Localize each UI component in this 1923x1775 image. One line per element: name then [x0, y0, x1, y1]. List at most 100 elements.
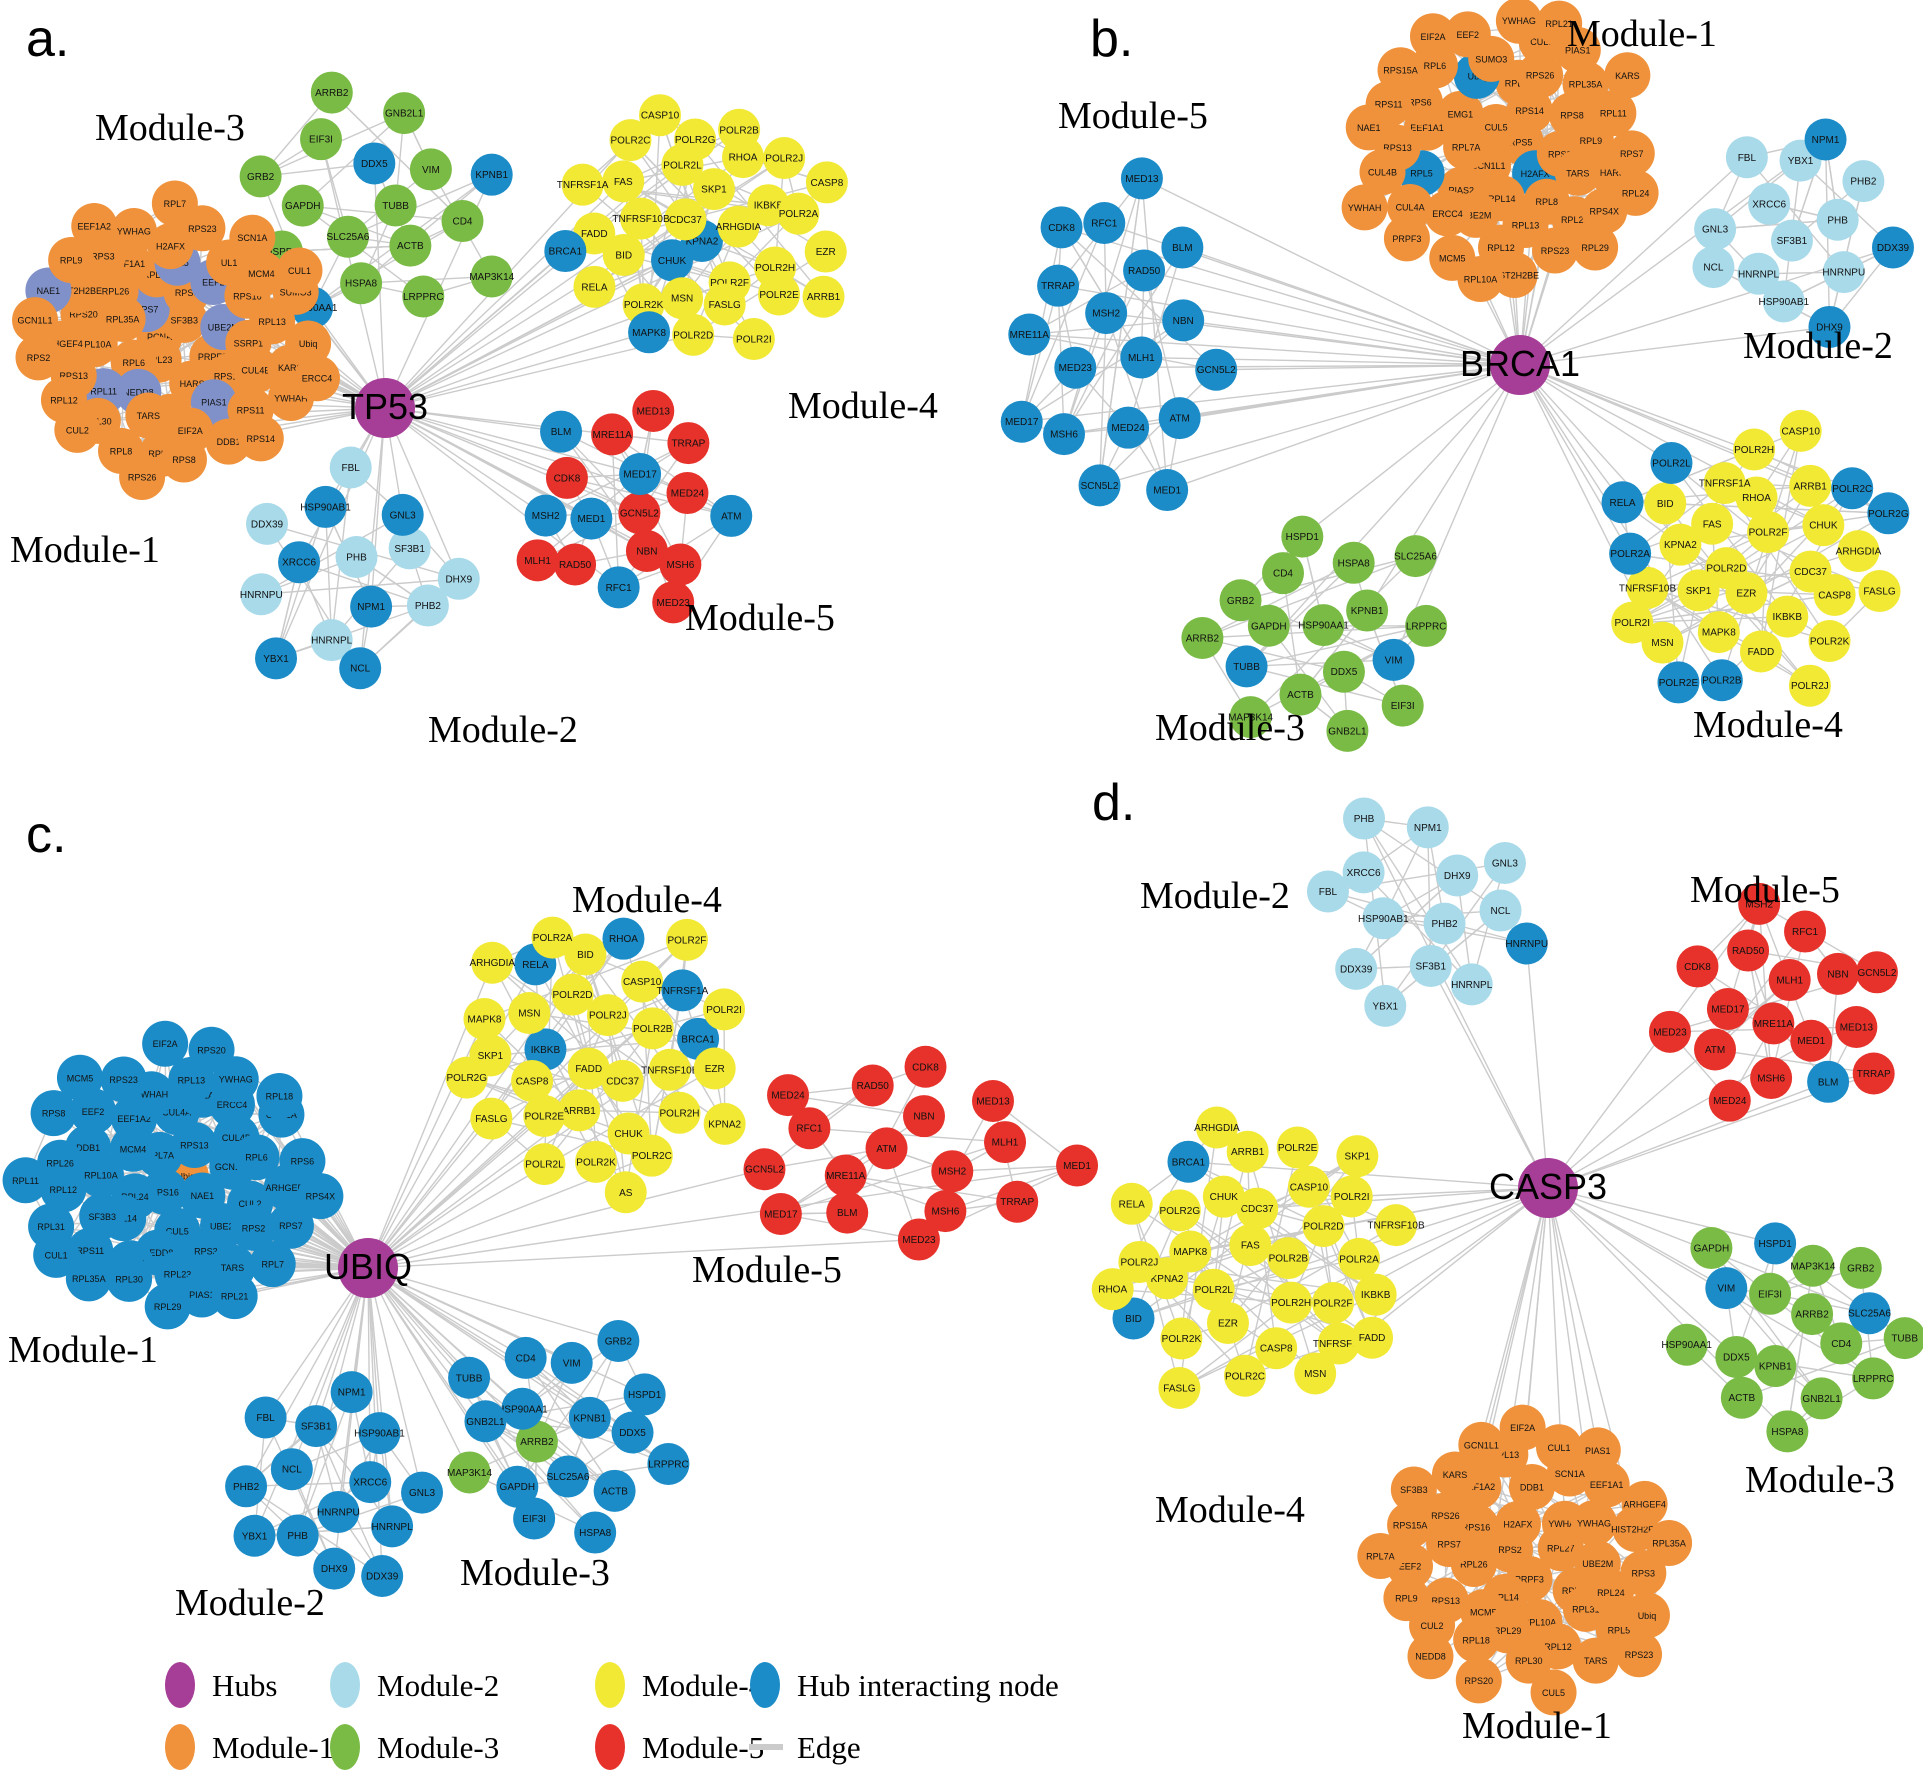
node-circle-EIF3I[interactable]	[513, 1497, 556, 1540]
node-circle-RPS14[interactable]	[237, 415, 284, 462]
node-MED23[interactable]: MED23	[1648, 1010, 1691, 1053]
node-circle-NEDD8[interactable]	[1407, 1633, 1454, 1680]
hub-CASP3[interactable]: CASP3	[1489, 1158, 1607, 1218]
node-MSH2[interactable]: MSH2	[1738, 882, 1781, 925]
node-circle-CUL5[interactable]	[1530, 1669, 1577, 1716]
node-circle-ARRB2[interactable]	[1791, 1293, 1834, 1336]
node-POLR2B[interactable]: POLR2B	[631, 1007, 674, 1050]
node-circle-DDX39[interactable]	[1335, 947, 1378, 990]
node-circle-GNB2L1[interactable]	[1800, 1377, 1843, 1420]
hub-circle-CASP3[interactable]	[1518, 1158, 1578, 1218]
node-circle-FADD[interactable]	[567, 1047, 610, 1090]
node-circle-POLR2J[interactable]	[1788, 664, 1831, 707]
node-RPL7[interactable]: RPL7	[249, 1241, 296, 1288]
node-MED17[interactable]: MED17	[759, 1192, 802, 1235]
node-NPM1[interactable]: NPM1	[330, 1371, 373, 1414]
node-CUL4B[interactable]: CUL4B	[232, 347, 279, 394]
node-circle-FBL[interactable]	[329, 446, 372, 489]
node-ARHGDIA[interactable]: ARHGDIA	[1836, 530, 1882, 573]
node-SF3B1[interactable]: SF3B1	[1409, 944, 1452, 987]
node-circle-MED17[interactable]	[1706, 987, 1749, 1030]
node-GAPDH[interactable]: GAPDH	[1247, 604, 1290, 647]
node-circle-ATM[interactable]	[1158, 397, 1201, 440]
node-circle-BRCA1[interactable]	[1167, 1140, 1210, 1183]
node-GRB2[interactable]: GRB2	[1219, 579, 1262, 622]
node-GCN5L2[interactable]: GCN5L2	[1195, 348, 1238, 391]
node-circle-HSP90AA1[interactable]	[501, 1387, 544, 1430]
node-HNRNPU[interactable]: HNRNPU	[1822, 251, 1865, 294]
node-BID[interactable]: BID	[602, 233, 645, 276]
node-circle-GAPDH[interactable]	[1247, 604, 1290, 647]
node-XRCC6[interactable]: XRCC6	[278, 541, 321, 584]
node-CDC37[interactable]: CDC37	[1236, 1187, 1279, 1230]
node-circle-GRB2[interactable]	[1839, 1246, 1882, 1289]
node-SLC25A6[interactable]: SLC25A6	[1848, 1292, 1891, 1335]
node-CASP10[interactable]: CASP10	[639, 94, 682, 137]
node-DDX39[interactable]: DDX39	[361, 1554, 404, 1597]
node-BLM[interactable]: BLM	[1807, 1060, 1850, 1103]
node-circle-SF3B1[interactable]	[388, 527, 431, 570]
node-circle-RPL30[interactable]	[106, 1255, 153, 1302]
node-circle-CUL4B[interactable]	[232, 347, 279, 394]
node-circle-SLC25A6[interactable]	[1394, 535, 1437, 578]
node-circle-PIAS1[interactable]	[1574, 1427, 1621, 1474]
node-GRB2[interactable]: GRB2	[239, 155, 282, 198]
node-RPS6[interactable]: RPS6	[279, 1138, 326, 1185]
node-circle-YWHAG[interactable]	[1570, 1500, 1617, 1547]
node-circle-HSPD1[interactable]	[1754, 1222, 1797, 1265]
node-circle-VIM[interactable]	[409, 148, 452, 191]
node-circle-EIF2A[interactable]	[142, 1020, 189, 1067]
node-POLR2C[interactable]: POLR2C	[630, 1134, 673, 1177]
node-POLR2F[interactable]: POLR2F	[1747, 511, 1790, 554]
node-DHX9[interactable]: DHX9	[437, 557, 480, 600]
node-POLR2E[interactable]: POLR2E	[523, 1094, 566, 1137]
node-circle-PRPF3[interactable]	[1383, 215, 1430, 262]
node-circle-MAPK8[interactable]	[1697, 611, 1740, 654]
node-ATM[interactable]: ATM	[1158, 397, 1201, 440]
node-HSPD1[interactable]: HSPD1	[623, 1373, 666, 1416]
node-RPS7[interactable]: RPS7	[1608, 130, 1655, 177]
node-MLH1[interactable]: MLH1	[516, 539, 559, 582]
node-TNFRSF10B[interactable]: TNFRSF10B	[1367, 1204, 1425, 1247]
node-BRCA1[interactable]: BRCA1	[544, 230, 587, 273]
node-circle-EEF2[interactable]	[1444, 11, 1491, 58]
node-circle-CDK8[interactable]	[1040, 206, 1083, 249]
node-circle-EIF2A[interactable]	[1409, 13, 1456, 60]
node-circle-CD4[interactable]	[1261, 552, 1304, 595]
node-FAS[interactable]: FAS	[1229, 1224, 1272, 1267]
node-FAS[interactable]: FAS	[602, 160, 645, 203]
node-circle-FBL[interactable]	[1306, 870, 1349, 913]
node-CASP8[interactable]: CASP8	[1255, 1327, 1298, 1370]
node-YBX1[interactable]: YBX1	[1364, 984, 1407, 1027]
node-HSPA8[interactable]: HSPA8	[574, 1511, 617, 1554]
node-circle-RFC1[interactable]	[788, 1107, 831, 1150]
node-circle-TNFRSF10B[interactable]	[648, 1048, 691, 1091]
node-circle-POLR2K[interactable]	[1808, 619, 1851, 662]
node-circle-MAP3K14[interactable]	[1229, 696, 1272, 739]
node-circle-ARHGDIA[interactable]	[471, 941, 514, 984]
node-circle-XRCC6[interactable]	[1342, 851, 1385, 894]
node-circle-GCN1L1[interactable]	[1458, 1421, 1505, 1468]
node-circle-CASP8[interactable]	[1255, 1327, 1298, 1370]
node-circle-DHX9[interactable]	[313, 1547, 356, 1590]
node-circle-CDC37[interactable]	[601, 1059, 644, 1102]
node-circle-GAPDH[interactable]	[281, 184, 324, 227]
node-circle-EZR[interactable]	[693, 1047, 736, 1090]
node-circle-TARS[interactable]	[1572, 1637, 1619, 1684]
node-ARHGEF4[interactable]: ARHGEF4	[1621, 1480, 1668, 1527]
node-MRE11A[interactable]: MRE11A	[1008, 313, 1051, 356]
node-TRRAP[interactable]: TRRAP	[1852, 1052, 1895, 1095]
node-RPL29[interactable]: RPL29	[144, 1283, 191, 1330]
node-circle-PHB[interactable]	[335, 535, 378, 578]
node-circle-EZR[interactable]	[804, 230, 847, 273]
node-circle-CDK8[interactable]	[545, 456, 588, 499]
node-GCN5L2[interactable]: GCN5L2	[743, 1148, 786, 1191]
node-circle-POLR2L[interactable]	[523, 1143, 566, 1186]
node-GCN1L1[interactable]: GCN1L1	[12, 297, 59, 344]
node-RPS26[interactable]: RPS26	[1517, 52, 1564, 99]
node-POLR2E[interactable]: POLR2E	[1276, 1126, 1319, 1169]
node-DHX9[interactable]: DHX9	[1808, 305, 1851, 348]
node-circle-HSPA8[interactable]	[1332, 541, 1375, 584]
node-circle-PHB2[interactable]	[1423, 902, 1466, 945]
node-PHB2[interactable]: PHB2	[225, 1465, 268, 1508]
